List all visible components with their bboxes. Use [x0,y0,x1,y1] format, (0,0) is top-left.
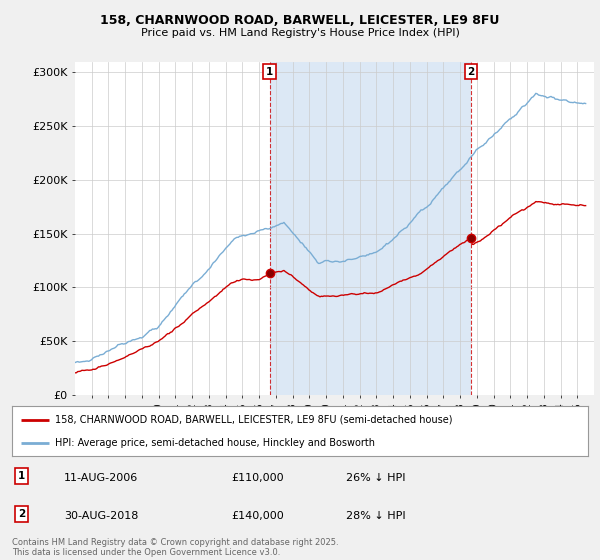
Text: 2: 2 [18,509,25,519]
Text: HPI: Average price, semi-detached house, Hinckley and Bosworth: HPI: Average price, semi-detached house,… [55,438,375,448]
Text: 158, CHARNWOOD ROAD, BARWELL, LEICESTER, LE9 8FU (semi-detached house): 158, CHARNWOOD ROAD, BARWELL, LEICESTER,… [55,414,453,424]
Text: 158, CHARNWOOD ROAD, BARWELL, LEICESTER, LE9 8FU: 158, CHARNWOOD ROAD, BARWELL, LEICESTER,… [100,14,500,27]
Text: 1: 1 [18,471,25,481]
Text: Price paid vs. HM Land Registry's House Price Index (HPI): Price paid vs. HM Land Registry's House … [140,28,460,38]
Text: 1: 1 [266,67,273,77]
Text: £110,000: £110,000 [231,473,284,483]
Text: Contains HM Land Registry data © Crown copyright and database right 2025.
This d: Contains HM Land Registry data © Crown c… [12,538,338,557]
Text: 2: 2 [467,67,475,77]
Text: 11-AUG-2006: 11-AUG-2006 [64,473,138,483]
Bar [269,62,471,395]
Text: 28% ↓ HPI: 28% ↓ HPI [346,511,406,521]
Text: £140,000: £140,000 [231,511,284,521]
Text: 30-AUG-2018: 30-AUG-2018 [64,511,138,521]
Text: 26% ↓ HPI: 26% ↓ HPI [346,473,406,483]
